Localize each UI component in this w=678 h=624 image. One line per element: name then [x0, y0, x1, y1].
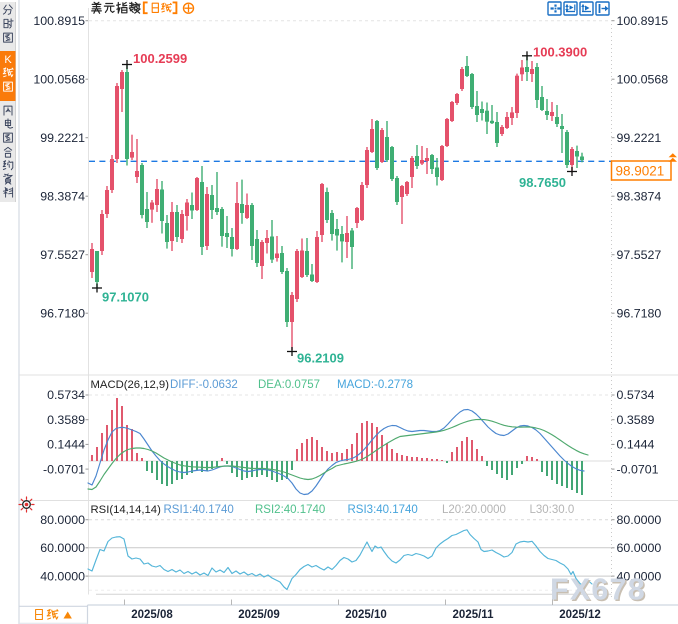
svg-text:80.0000: 80.0000	[40, 513, 85, 527]
svg-text:100.2599: 100.2599	[133, 51, 187, 66]
svg-text:MACD(26,12,9): MACD(26,12,9)	[91, 379, 170, 391]
svg-text:40.0000: 40.0000	[40, 569, 85, 583]
svg-text:L30:30.0: L30:30.0	[530, 504, 575, 516]
svg-text:RSI3:40.1740: RSI3:40.1740	[348, 504, 418, 516]
svg-text:97.5527: 97.5527	[617, 248, 662, 262]
svg-text:2025/09: 2025/09	[238, 609, 280, 621]
svg-text:99.2221: 99.2221	[617, 131, 662, 145]
svg-text:100.0568: 100.0568	[33, 72, 85, 86]
svg-text:0.1444: 0.1444	[617, 438, 655, 452]
svg-text:DIFF:-0.0632: DIFF:-0.0632	[170, 379, 238, 391]
svg-text:96.7180: 96.7180	[40, 306, 85, 320]
svg-text:40.0000: 40.0000	[617, 569, 662, 583]
svg-text:-0.0701: -0.0701	[617, 462, 659, 476]
svg-text:MACD:-0.2778: MACD:-0.2778	[337, 379, 413, 391]
svg-text:K: K	[4, 54, 12, 66]
svg-text:60.0000: 60.0000	[617, 541, 662, 555]
svg-text:0.1444: 0.1444	[47, 438, 85, 452]
svg-text:99.2221: 99.2221	[40, 131, 85, 145]
svg-text:97.1070: 97.1070	[102, 290, 149, 305]
svg-text:L20:20.0000: L20:20.0000	[442, 504, 506, 516]
svg-text:96.7180: 96.7180	[617, 306, 662, 320]
svg-text:0.3589: 0.3589	[47, 413, 85, 427]
svg-text:97.5527: 97.5527	[40, 248, 85, 262]
svg-text:2025/12: 2025/12	[559, 609, 601, 621]
svg-text:2025/08: 2025/08	[131, 609, 173, 621]
svg-text:RSI2:40.1740: RSI2:40.1740	[255, 504, 325, 516]
svg-text:0.5734: 0.5734	[47, 388, 85, 402]
svg-text:98.9021: 98.9021	[616, 164, 665, 179]
svg-text:80.0000: 80.0000	[617, 513, 662, 527]
svg-text:100.3900: 100.3900	[533, 45, 587, 60]
svg-text:RSI1:40.1740: RSI1:40.1740	[164, 504, 234, 516]
svg-text:96.2109: 96.2109	[297, 351, 344, 366]
svg-text:DEA:0.0757: DEA:0.0757	[258, 379, 320, 391]
svg-text:98.3874: 98.3874	[40, 189, 85, 203]
svg-text:100.8915: 100.8915	[617, 14, 669, 28]
svg-text:100.8915: 100.8915	[33, 14, 85, 28]
svg-text:2025/11: 2025/11	[453, 609, 495, 621]
svg-text:60.0000: 60.0000	[40, 541, 85, 555]
svg-text:98.3874: 98.3874	[617, 189, 662, 203]
svg-text:100.0568: 100.0568	[617, 72, 669, 86]
svg-text:FX678: FX678	[550, 573, 646, 607]
svg-text:0.3589: 0.3589	[617, 413, 655, 427]
svg-text:-0.0701: -0.0701	[43, 462, 85, 476]
svg-text:0.5734: 0.5734	[617, 388, 655, 402]
svg-text:FX678: FX678	[552, 574, 648, 608]
svg-text:2025/10: 2025/10	[345, 609, 387, 621]
svg-text:98.7650: 98.7650	[519, 175, 566, 190]
svg-text:RSI(14,14,14): RSI(14,14,14)	[91, 504, 162, 516]
